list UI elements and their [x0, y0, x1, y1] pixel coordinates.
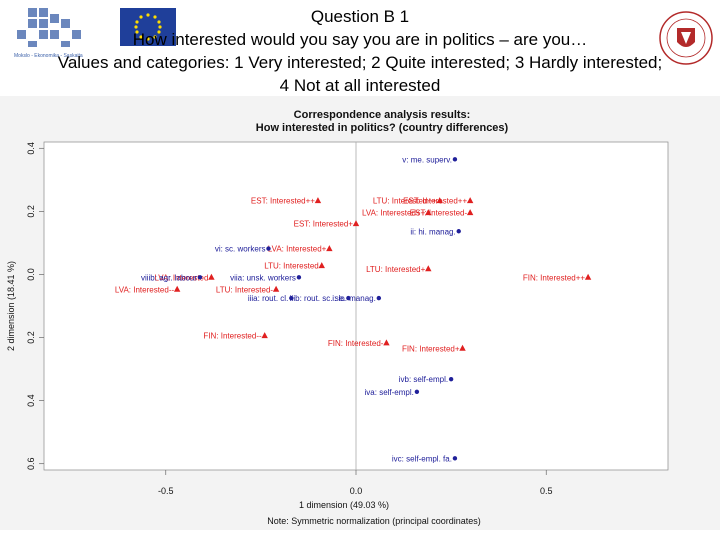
country-point-label: LTU: Interested++	[373, 197, 437, 206]
values-line-continued: 4 Not at all interested	[279, 76, 441, 95]
social-class-point-label: ivb: self-empl.	[399, 375, 448, 384]
correspondence-analysis-chart: Correspondence analysis results: How int…	[6, 109, 669, 526]
country-point-label: FIN: Interested--	[203, 332, 262, 341]
chart-subtitle: How interested in politics? (country dif…	[256, 122, 509, 134]
country-point-label: EST: Interested++	[251, 197, 315, 206]
slide-title: Question B 1	[310, 7, 410, 26]
country-point-label: LVA: Interested	[154, 273, 208, 282]
social-class-point	[414, 389, 420, 394]
x-tick-label: -0.5	[158, 486, 174, 496]
values-line: Values and categories: 1 Very interested…	[57, 53, 663, 72]
left-logo: Mokslo - Ekonomika - Sąskaita	[8, 6, 178, 70]
social-class-point-label: iiib: rout. sc. se.	[290, 294, 346, 303]
country-point	[208, 273, 215, 280]
country-point-label: LVA: Interested+	[268, 245, 327, 254]
country-point-label: EST: Interested+	[294, 220, 354, 229]
social-class-point	[448, 376, 454, 382]
country-point-label: FIN: Interested-	[328, 339, 384, 348]
x-axis-label: 1 dimension (49.03 %)	[299, 500, 389, 510]
country-point	[425, 265, 432, 272]
country-point	[436, 197, 443, 204]
chart-note: Note: Symmetric normalization (principal…	[267, 516, 481, 526]
social-class-point	[456, 229, 461, 234]
social-class-point	[289, 295, 294, 301]
logo-left-text: Mokslo - Ekonomika - Sąskaita	[14, 53, 83, 59]
social-class-point	[376, 295, 382, 301]
social-class-point	[452, 157, 458, 162]
social-class-point	[296, 275, 302, 280]
country-point	[261, 332, 268, 339]
y-axis-label: 2 dimension (18.41 %)	[6, 261, 16, 351]
social-class-point-label: iiia: rout. cl.	[248, 294, 288, 303]
y-tick-label: 0.4	[26, 142, 36, 155]
country-point-label: LVA: Interested++	[362, 209, 426, 218]
question-text: How interested would you say you are in …	[132, 30, 588, 49]
country-point	[383, 339, 390, 346]
university-seal-icon	[658, 8, 714, 68]
bottom-strip	[0, 530, 720, 540]
social-class-point-label: i: lo. manag.	[332, 294, 376, 303]
country-point-label: FIN: Interested++	[523, 273, 586, 282]
social-class-point-label: iva: self-empl.	[365, 388, 414, 397]
country-point	[318, 262, 325, 269]
country-point	[466, 209, 474, 216]
y-tick-label: 0.6	[26, 457, 36, 470]
chart-title: Correspondence analysis results:	[294, 109, 471, 121]
country-point	[466, 197, 474, 204]
social-class-point-label: ivc: self-empl. fa.	[392, 454, 452, 463]
country-point-label: LTU: Interested+	[366, 265, 426, 274]
social-class-point	[266, 246, 271, 251]
y-tick-label: 0.0	[26, 268, 36, 281]
y-tick-label: 0.4	[26, 394, 36, 407]
country-point-label: LTU: Interested-	[216, 285, 274, 294]
country-point	[584, 273, 592, 280]
social-class-point-label: v: me. superv.	[402, 155, 452, 164]
country-point	[272, 285, 280, 292]
country-point-label: FIN: Interested+	[402, 344, 460, 353]
country-point	[352, 220, 360, 227]
x-tick-label: 0.0	[350, 486, 363, 496]
country-point	[173, 285, 181, 292]
country-point-label: EST: Interested++	[403, 197, 467, 206]
social-class-point-label: ii: hi. manag.	[410, 227, 455, 236]
social-class-point-label: vi: sc. workers	[215, 245, 266, 254]
country-point	[314, 197, 322, 204]
social-class-point	[197, 275, 203, 280]
social-class-point	[346, 295, 351, 301]
x-tick-label: 0.5	[540, 486, 553, 496]
country-point-label: EST: Interested-	[410, 209, 468, 218]
social-class-point	[452, 456, 458, 461]
y-tick-label: 0.2	[26, 205, 36, 218]
eu-flag-icon	[120, 8, 176, 46]
y-tick-label: 0.2	[26, 331, 36, 344]
country-point-label: LTU: Interested	[264, 262, 319, 271]
social-class-point-label: viiib: agr. labour	[141, 273, 197, 282]
country-point	[459, 344, 466, 351]
logo-grid-icon	[17, 8, 81, 47]
country-point	[425, 209, 432, 216]
country-point-label: LVA: Interested--	[115, 285, 175, 294]
social-class-point-label: viia: unsk. workers	[230, 273, 296, 282]
country-point	[326, 245, 333, 252]
slide-header: Mokslo - Ekonomika - Sąskaita Question B…	[0, 0, 720, 100]
chart-panel: Correspondence analysis results: How int…	[0, 96, 720, 540]
